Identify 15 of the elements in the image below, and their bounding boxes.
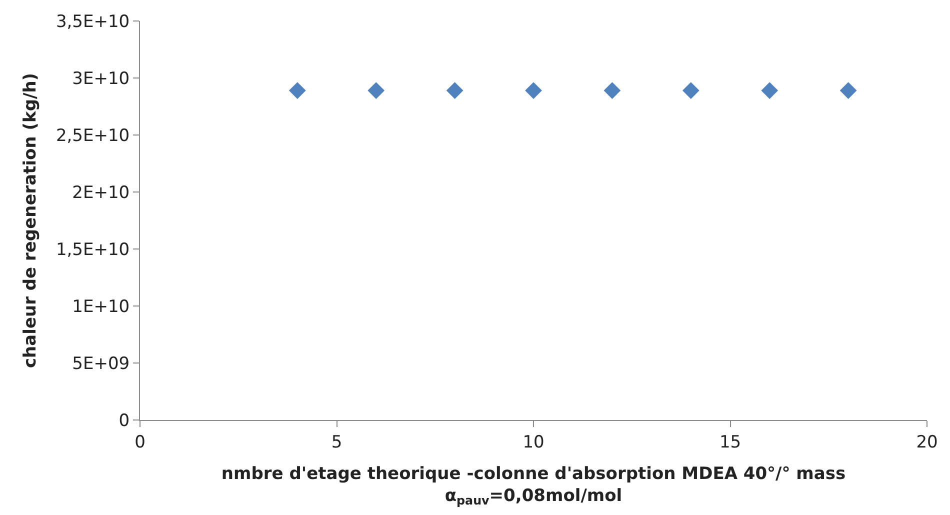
x-axis-title: nmbre d'etage theorique -colonne d'absorption MDEA 40°/° mass α$_{pauv}$=0,08mol/mol bbox=[221, 464, 846, 508]
x-tick-label: 10 bbox=[522, 432, 544, 452]
y-tick-label: 2E+10 bbox=[72, 182, 130, 203]
x-tick-label: 20 bbox=[916, 432, 938, 452]
y-tick-label: 5E+09 bbox=[72, 354, 130, 374]
y-tick-label: 2,5E+10 bbox=[56, 126, 130, 146]
y-tick-label: 1,5E+10 bbox=[56, 240, 130, 260]
x-tick-label: 0 bbox=[134, 432, 146, 452]
y-tick-label: 3E+10 bbox=[72, 68, 130, 89]
y-tick-label: 0 bbox=[118, 410, 130, 431]
y-axis-title: chaleur de regeneration (kg/h) bbox=[20, 72, 40, 368]
x-tick-label: 5 bbox=[331, 432, 342, 452]
y-tick-label: 1E+10 bbox=[72, 296, 130, 317]
x-tick-label: 15 bbox=[719, 432, 742, 452]
y-tick-label: 3,5E+10 bbox=[56, 12, 130, 32]
